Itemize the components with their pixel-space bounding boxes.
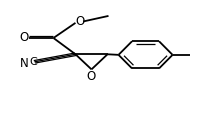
Text: N: N	[20, 57, 28, 70]
Text: O: O	[86, 70, 96, 83]
Text: C: C	[30, 57, 37, 67]
Text: O: O	[20, 32, 29, 45]
Text: O: O	[76, 15, 85, 28]
